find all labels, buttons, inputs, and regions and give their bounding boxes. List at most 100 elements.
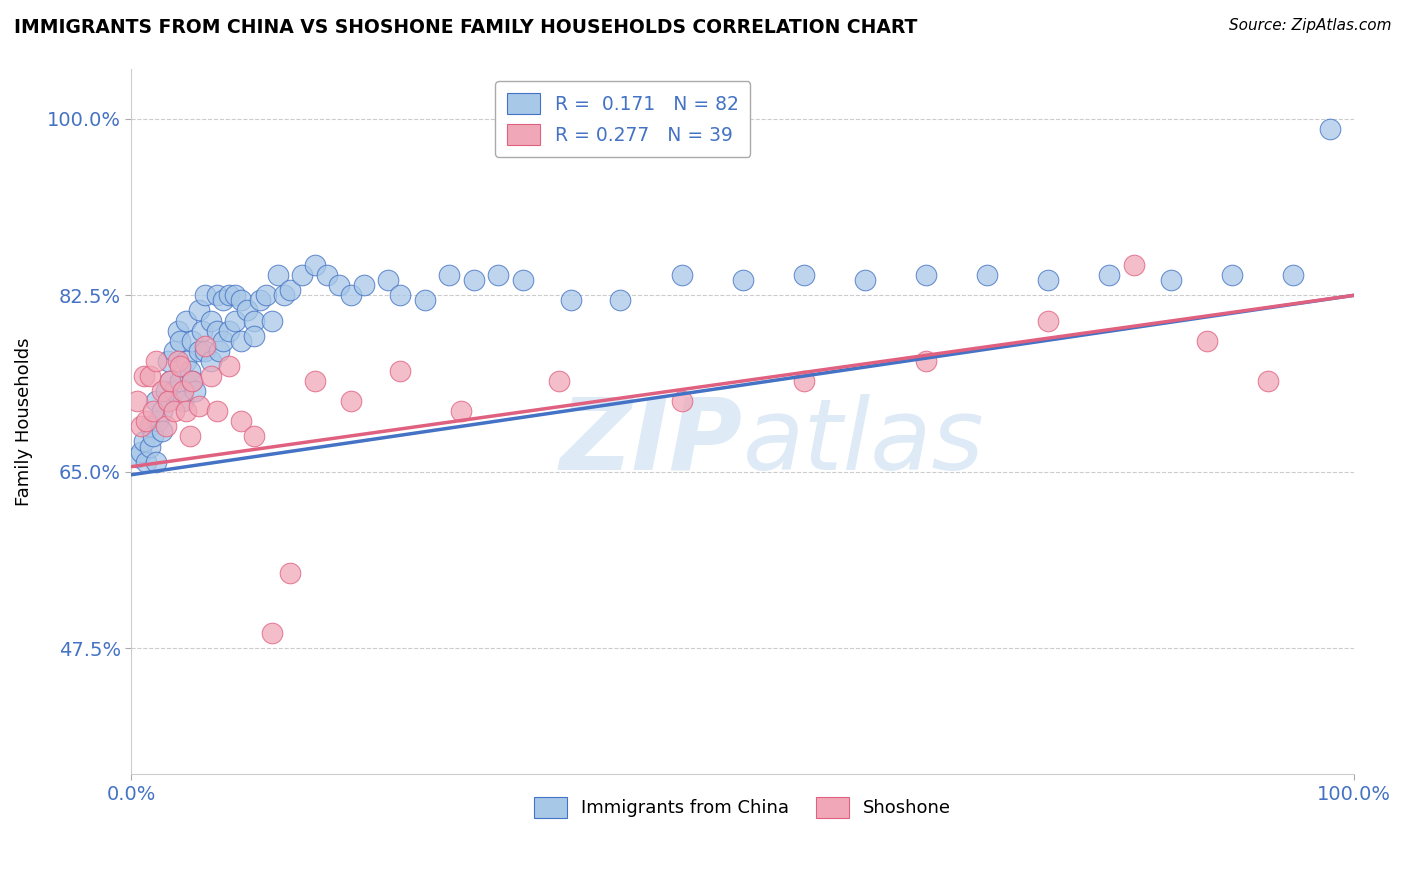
Point <box>155 419 177 434</box>
Point <box>463 273 485 287</box>
Point <box>389 288 412 302</box>
Point <box>172 384 194 398</box>
Point <box>172 394 194 409</box>
Point <box>560 293 582 308</box>
Point <box>194 343 217 358</box>
Point <box>353 278 375 293</box>
Point <box>166 324 188 338</box>
Point <box>166 354 188 368</box>
Point <box>671 394 693 409</box>
Point <box>169 374 191 388</box>
Point <box>340 288 363 302</box>
Point <box>254 288 277 302</box>
Point <box>915 354 938 368</box>
Point <box>129 444 152 458</box>
Point <box>205 288 228 302</box>
Point <box>267 268 290 282</box>
Point <box>142 404 165 418</box>
Point <box>236 303 259 318</box>
Point <box>163 404 186 418</box>
Point <box>1038 273 1060 287</box>
Point <box>793 374 815 388</box>
Point <box>208 343 231 358</box>
Point <box>389 364 412 378</box>
Point <box>142 429 165 443</box>
Point <box>179 429 201 443</box>
Point <box>218 359 240 373</box>
Point <box>148 414 170 428</box>
Point <box>163 384 186 398</box>
Point <box>316 268 339 282</box>
Point <box>1160 273 1182 287</box>
Point <box>231 414 253 428</box>
Point <box>224 288 246 302</box>
Point <box>291 268 314 282</box>
Point <box>413 293 436 308</box>
Point <box>181 334 204 348</box>
Point <box>731 273 754 287</box>
Point <box>218 288 240 302</box>
Point <box>260 313 283 327</box>
Point <box>278 283 301 297</box>
Point <box>145 455 167 469</box>
Point <box>260 626 283 640</box>
Point <box>194 339 217 353</box>
Point <box>127 450 149 464</box>
Point <box>156 394 179 409</box>
Point <box>304 374 326 388</box>
Point <box>512 273 534 287</box>
Point <box>278 566 301 580</box>
Point <box>205 324 228 338</box>
Point <box>176 313 198 327</box>
Point <box>132 434 155 449</box>
Text: atlas: atlas <box>742 394 984 491</box>
Point <box>169 359 191 373</box>
Point <box>212 293 235 308</box>
Point <box>1257 374 1279 388</box>
Point <box>1122 258 1144 272</box>
Text: IMMIGRANTS FROM CHINA VS SHOSHONE FAMILY HOUSEHOLDS CORRELATION CHART: IMMIGRANTS FROM CHINA VS SHOSHONE FAMILY… <box>14 18 918 37</box>
Point <box>156 354 179 368</box>
Y-axis label: Family Households: Family Households <box>15 337 32 506</box>
Point <box>159 374 181 388</box>
Point <box>548 374 571 388</box>
Point <box>145 394 167 409</box>
Point <box>328 278 350 293</box>
Text: Source: ZipAtlas.com: Source: ZipAtlas.com <box>1229 18 1392 33</box>
Point <box>853 273 876 287</box>
Point <box>200 368 222 383</box>
Point <box>224 313 246 327</box>
Point <box>155 384 177 398</box>
Point <box>1098 268 1121 282</box>
Point <box>184 384 207 398</box>
Point <box>1319 122 1341 136</box>
Point <box>132 368 155 383</box>
Point <box>169 334 191 348</box>
Point <box>1038 313 1060 327</box>
Point <box>793 268 815 282</box>
Point <box>976 268 998 282</box>
Point <box>176 354 198 368</box>
Point <box>218 324 240 338</box>
Point <box>129 419 152 434</box>
Point <box>135 455 157 469</box>
Point <box>377 273 399 287</box>
Point <box>191 324 214 338</box>
Legend: Immigrants from China, Shoshone: Immigrants from China, Shoshone <box>527 789 959 825</box>
Point <box>135 414 157 428</box>
Point <box>150 384 173 398</box>
Point <box>138 368 160 383</box>
Point <box>486 268 509 282</box>
Point <box>242 313 264 327</box>
Point <box>156 394 179 409</box>
Point <box>212 334 235 348</box>
Point <box>437 268 460 282</box>
Point <box>181 374 204 388</box>
Point <box>200 354 222 368</box>
Point <box>304 258 326 272</box>
Point <box>1282 268 1305 282</box>
Point <box>187 303 209 318</box>
Point <box>249 293 271 308</box>
Point <box>231 334 253 348</box>
Point <box>159 374 181 388</box>
